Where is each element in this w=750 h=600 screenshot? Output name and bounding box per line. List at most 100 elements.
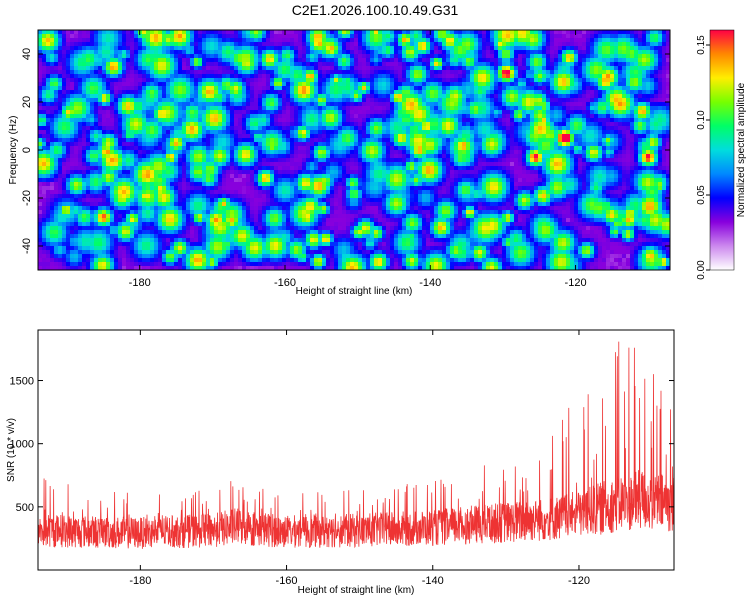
- heatmap-cell: [38, 134, 43, 139]
- heatmap-cell: [222, 98, 227, 103]
- heatmap-cell: [114, 134, 119, 139]
- heatmap-cell: [450, 82, 455, 87]
- heatmap-cell: [622, 30, 627, 35]
- heatmap-cell: [330, 98, 335, 103]
- heatmap-cell: [182, 74, 187, 79]
- heatmap-cell: [506, 98, 511, 103]
- heatmap-cell: [122, 86, 127, 91]
- heatmap-cell: [54, 90, 59, 95]
- heatmap-cell: [522, 130, 527, 135]
- heatmap-cell: [402, 54, 407, 59]
- heatmap-cell: [258, 154, 263, 159]
- heatmap-cell: [470, 134, 475, 139]
- heatmap-cell: [102, 98, 107, 103]
- heatmap-cell: [470, 70, 475, 75]
- heatmap-cell: [170, 118, 175, 123]
- heatmap-cell: [614, 30, 619, 35]
- heatmap-cell: [462, 82, 467, 87]
- heatmap-cell: [42, 34, 47, 39]
- heatmap-cell: [158, 126, 163, 131]
- heatmap-cell: [270, 118, 275, 123]
- heatmap-cell: [358, 126, 363, 131]
- heatmap-cell: [238, 126, 243, 131]
- heatmap-cell: [438, 118, 443, 123]
- heatmap-cell: [550, 90, 555, 95]
- heatmap-cell: [490, 126, 495, 131]
- heatmap-cell: [122, 50, 127, 55]
- heatmap-cell: [506, 102, 511, 107]
- heatmap-cell: [50, 150, 55, 155]
- heatmap-cell: [366, 130, 371, 135]
- heatmap-cell: [510, 98, 515, 103]
- heatmap-cell: [90, 94, 95, 99]
- heatmap-cell: [574, 146, 579, 151]
- heatmap-cell: [166, 102, 171, 107]
- heatmap-cell: [42, 98, 47, 103]
- heatmap-cell: [174, 154, 179, 159]
- heatmap-cell: [58, 50, 63, 55]
- heatmap-cell: [634, 58, 639, 63]
- heatmap-cell: [614, 126, 619, 131]
- heatmap-cell: [286, 58, 291, 63]
- heatmap-cell: [594, 106, 599, 111]
- heatmap-cell: [126, 110, 131, 115]
- heatmap-cell: [318, 50, 323, 55]
- heatmap-cell: [606, 130, 611, 135]
- heatmap-cell: [130, 130, 135, 135]
- heatmap-cell: [62, 66, 67, 71]
- heatmap-cell: [614, 98, 619, 103]
- heatmap-cell: [474, 66, 479, 71]
- heatmap-cell: [642, 34, 647, 39]
- heatmap-cell: [174, 114, 179, 119]
- heatmap-cell: [274, 154, 279, 159]
- heatmap-cell: [510, 122, 515, 127]
- heatmap-cell: [358, 34, 363, 39]
- heatmap-cell: [378, 110, 383, 115]
- heatmap-cell: [650, 62, 655, 67]
- heatmap-cell: [58, 54, 63, 59]
- heatmap-cell: [622, 34, 627, 39]
- heatmap-cell: [434, 74, 439, 79]
- heatmap-cell: [166, 122, 171, 127]
- heatmap-cell: [642, 98, 647, 103]
- heatmap-cell: [138, 98, 143, 103]
- heatmap-cell: [262, 30, 267, 35]
- heatmap-cell: [378, 86, 383, 91]
- heatmap-cell: [494, 126, 499, 131]
- heatmap-cell: [462, 66, 467, 71]
- heatmap-cell: [418, 90, 423, 95]
- heatmap-cell: [314, 30, 319, 35]
- heatmap-cell: [638, 146, 643, 151]
- heatmap-cell: [486, 94, 491, 99]
- heatmap-cell: [178, 130, 183, 135]
- heatmap-cell: [586, 106, 591, 111]
- heatmap-cell: [454, 122, 459, 127]
- heatmap-cell: [362, 38, 367, 43]
- heatmap-cell: [506, 50, 511, 55]
- heatmap-cell: [614, 114, 619, 119]
- heatmap-cell: [478, 66, 483, 71]
- heatmap-cell: [294, 50, 299, 55]
- heatmap-cell: [74, 30, 79, 35]
- heatmap-cell: [214, 38, 219, 43]
- heatmap-cell: [82, 150, 87, 155]
- heatmap-cell: [154, 58, 159, 63]
- heatmap-cell: [330, 130, 335, 135]
- heatmap-cell: [214, 126, 219, 131]
- heatmap-cell: [394, 110, 399, 115]
- heatmap-cell: [330, 110, 335, 115]
- heatmap-cell: [62, 82, 67, 87]
- heatmap-cell: [450, 74, 455, 79]
- heatmap-cell: [662, 50, 667, 55]
- heatmap-cell: [578, 78, 583, 83]
- heatmap-cell: [462, 122, 467, 127]
- heatmap-cell: [638, 114, 643, 119]
- heatmap-cell: [382, 114, 387, 119]
- heatmap-cell: [66, 154, 71, 159]
- heatmap-cell: [406, 50, 411, 55]
- heatmap-cell: [458, 118, 463, 123]
- heatmap-cell: [302, 94, 307, 99]
- heatmap-cell: [506, 122, 511, 127]
- heatmap-cell: [174, 102, 179, 107]
- heatmap-cell: [198, 66, 203, 71]
